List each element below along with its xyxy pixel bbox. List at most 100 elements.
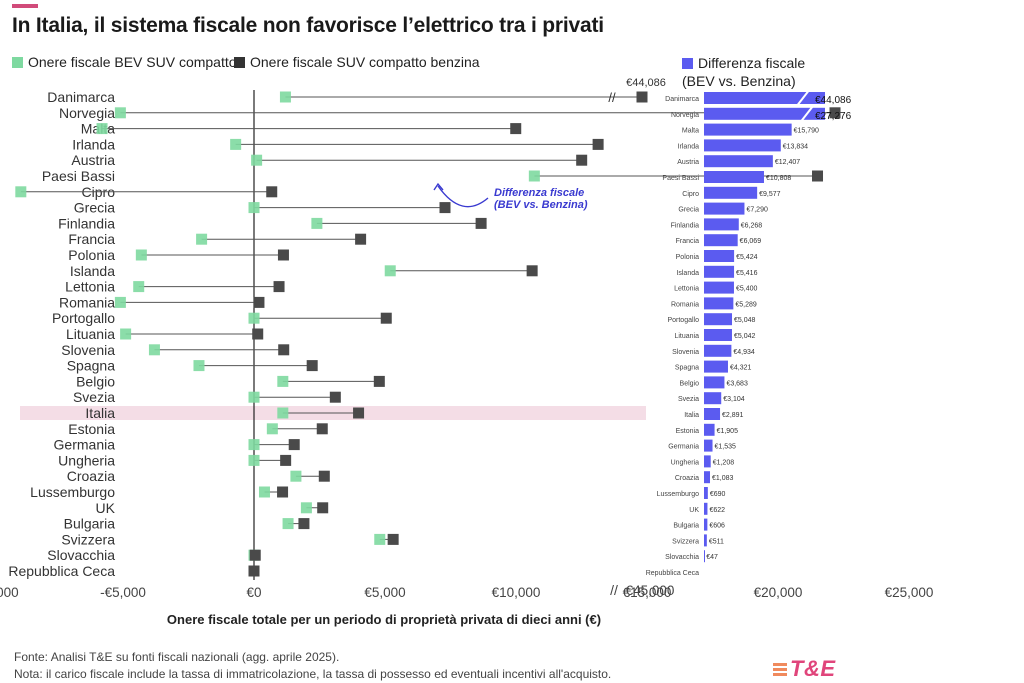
- bev-marker: [114, 296, 126, 308]
- bev-marker: [248, 312, 260, 324]
- diff-bar-label: €3,683: [726, 380, 748, 387]
- country-label: Svizzera: [61, 531, 115, 547]
- diff-bar: [704, 297, 734, 310]
- annotation-line-2: (BEV vs. Benzina): [494, 199, 588, 211]
- country-label: Danimarca: [47, 89, 115, 105]
- diff-bar: [704, 234, 738, 247]
- country-label: Estonia: [68, 421, 115, 437]
- bev-marker: [277, 407, 289, 419]
- legend-bev-swatch: [12, 56, 23, 68]
- petrol-marker: [252, 328, 264, 340]
- bev-marker: [120, 328, 132, 340]
- country-label: Francia: [68, 231, 115, 247]
- legend-diff-label-2: (BEV vs. Benzina): [682, 73, 796, 89]
- diff-bar-label: €13,834: [783, 143, 808, 150]
- country-label: Croazia: [67, 468, 115, 484]
- legend-bev: Onere fiscale BEV SUV compatto: [12, 54, 237, 70]
- bar-category-label: Bulgaria: [673, 523, 699, 530]
- bev-marker: [311, 217, 323, 229]
- petrol-marker: [439, 202, 451, 214]
- country-label: Paesi Bassi: [42, 168, 115, 184]
- bev-marker: [230, 138, 242, 150]
- bar-category-label: Lituania: [674, 333, 699, 340]
- country-label: Ungheria: [58, 452, 115, 468]
- diff-bar-label: €4,321: [730, 365, 752, 372]
- legend-petrol-swatch: [234, 56, 245, 68]
- bev-marker: [290, 470, 302, 482]
- petrol-marker: [298, 518, 310, 530]
- annotation-line-1: Differenza fiscale: [494, 187, 584, 199]
- bar-category-label: Polonia: [676, 254, 699, 261]
- diff-bar-label: €4,934: [733, 349, 755, 356]
- title-accent-bar: [12, 4, 38, 8]
- diff-bar: [704, 408, 721, 420]
- footer-source: Fonte: Analisi T&E su fonti fiscali nazi…: [14, 650, 340, 664]
- chart-title: In Italia, il sistema fiscale non favori…: [12, 14, 604, 37]
- bev-marker: [384, 265, 396, 277]
- bar-category-label: Portogallo: [667, 317, 699, 324]
- diff-bar-label: €5,400: [736, 286, 758, 293]
- bev-marker: [374, 533, 386, 545]
- petrol-marker: [253, 296, 265, 308]
- bev-marker: [279, 91, 291, 103]
- petrol-marker: [353, 407, 365, 419]
- diff-bar: [704, 218, 739, 231]
- x-tick-label: €5,000: [364, 585, 405, 600]
- bar-category-label: Svizzera: [672, 538, 699, 545]
- petrol-marker: [812, 170, 824, 182]
- x-tick-label: -€10,000: [0, 585, 19, 600]
- bev-marker: [248, 454, 260, 466]
- bar-category-label: Cipro: [682, 191, 699, 198]
- diff-bar-label: €690: [710, 491, 726, 498]
- country-label: Bulgaria: [64, 516, 116, 532]
- bev-marker: [196, 233, 208, 245]
- bev-marker: [193, 360, 205, 372]
- bar-category-label: Lettonia: [674, 286, 699, 293]
- diff-bar: [704, 139, 781, 152]
- diff-bar: [704, 550, 705, 563]
- bar-category-label: Finlandia: [671, 222, 700, 229]
- petrol-marker: [526, 265, 538, 277]
- diff-bar: [704, 518, 708, 531]
- diff-bar-label: €3,104: [723, 396, 745, 403]
- danimarca-callout-label: €44,086: [626, 77, 666, 89]
- petrol-marker: [380, 312, 392, 324]
- diff-bar: [704, 502, 708, 515]
- diff-bar-label: €5,048: [734, 317, 756, 324]
- x-tick-label: €15,000: [623, 585, 672, 600]
- bar-category-label: Italia: [684, 412, 699, 419]
- country-label: Germania: [54, 437, 116, 453]
- country-label: Irlanda: [72, 136, 115, 152]
- bar-category-label: Malta: [682, 128, 699, 135]
- petrol-marker: [355, 233, 367, 245]
- bev-marker: [300, 502, 312, 514]
- diff-bar: [704, 171, 764, 183]
- annotation-arrowhead-icon: [433, 182, 444, 191]
- diff-bar: [704, 534, 707, 547]
- diff-bar-label: €1,535: [715, 444, 737, 451]
- bar-category-label: Paesi Bassi: [662, 175, 699, 182]
- bar-category-label: Germania: [668, 444, 699, 451]
- bev-marker: [15, 186, 27, 198]
- logo-text: T&E: [790, 656, 836, 681]
- diff-bar-label: €5,424: [736, 254, 758, 261]
- diff-bar-label: €5,289: [735, 301, 757, 308]
- axis-break-mark: //: [610, 582, 618, 598]
- diff-bar-label: €44,086: [815, 95, 852, 106]
- petrol-marker: [248, 565, 260, 577]
- bev-marker: [258, 486, 270, 498]
- legend-petrol-label: Onere fiscale SUV compatto benzina: [250, 54, 480, 70]
- country-label: Repubblica Ceca: [8, 563, 115, 579]
- petrol-marker: [318, 470, 330, 482]
- petrol-marker: [249, 549, 261, 561]
- petrol-marker: [475, 217, 487, 229]
- diff-bar-label: €5,042: [734, 333, 756, 340]
- bev-marker: [248, 439, 260, 451]
- diff-bar-label: €15,790: [794, 128, 819, 135]
- diff-bar: [704, 92, 825, 104]
- diff-bar: [704, 155, 773, 168]
- diff-bar-label: €606: [709, 523, 725, 530]
- legend-bev-label: Onere fiscale BEV SUV compatto: [28, 54, 237, 70]
- bar-category-label: Repubblica Ceca: [646, 570, 699, 577]
- country-label: Portogallo: [52, 310, 115, 326]
